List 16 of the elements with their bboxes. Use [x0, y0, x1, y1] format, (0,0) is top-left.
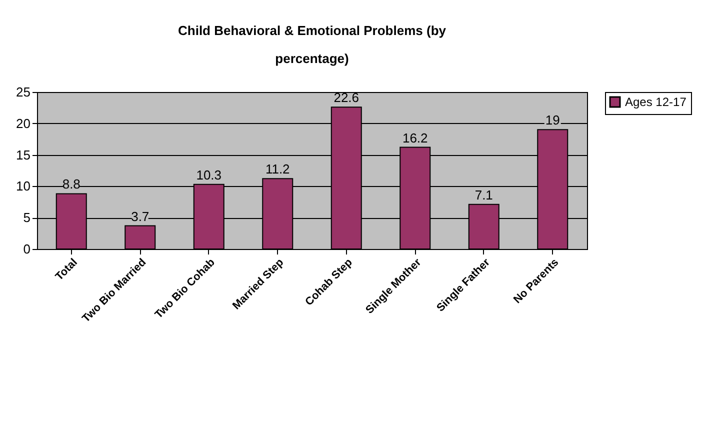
y-tick-label: 5: [23, 210, 30, 226]
data-label: 11.2: [265, 162, 290, 177]
data-label: 3.7: [131, 208, 150, 224]
data-label: 22.6: [334, 90, 360, 106]
data-label: 8.8: [62, 176, 80, 192]
legend-label: Ages 12-17: [625, 95, 687, 109]
y-tick-label: 10: [16, 178, 30, 194]
data-label: 10.3: [196, 167, 222, 182]
chart-title: Child Behavioral & Emotional Problems (by percentage): [178, 23, 447, 66]
data-label: 16.2: [402, 130, 428, 146]
y-tick-label: 15: [16, 147, 30, 162]
y-tick-label: 0: [23, 242, 30, 256]
y-tick-label: 20: [16, 116, 30, 131]
data-label: 7.1: [474, 187, 493, 202]
y-tick-label: 25: [16, 84, 30, 100]
data-label: 19: [545, 112, 560, 128]
